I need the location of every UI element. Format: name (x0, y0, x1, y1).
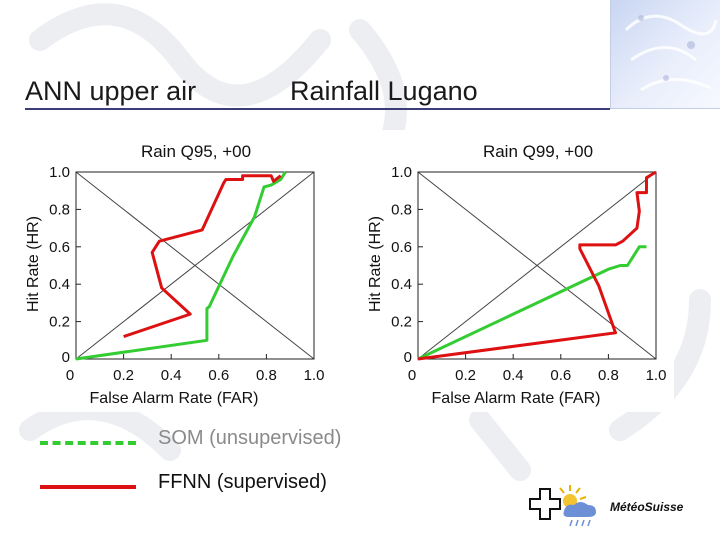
y-tick-label: 0.6 (49, 239, 70, 256)
diagonal-line (417, 171, 657, 360)
y-axis-label: Hit Rate (HR) (367, 216, 384, 312)
y-tick-label: 0.2 (49, 314, 70, 331)
x-tick-label: 0.4 (161, 367, 182, 384)
x-axis-label: False Alarm Rate (FAR) (432, 390, 601, 407)
x-axis-label: False Alarm Rate (FAR) (90, 390, 259, 407)
brand-name: MétéoSuisse (610, 500, 684, 514)
x-tick-label: 0.6 (208, 367, 229, 384)
x-tick-label: 0 (408, 367, 416, 384)
brand-logo: MétéoSuisse (518, 485, 708, 530)
series-line-som (417, 245, 647, 361)
series-line-ffnn (123, 174, 282, 338)
roc-chart-q95: Rain Q95, +00 0 0.2 0.4 0.6 0.8 1.0 0 0.2 0.4 0.6… (16, 130, 332, 412)
page-title-right: Rainfall Lugano (290, 76, 478, 106)
series-line-ffnn (417, 170, 657, 361)
header-logo-banner (610, 0, 720, 109)
x-tick-label: 0.4 (503, 367, 524, 384)
x-tick-label: 0.2 (455, 367, 476, 384)
y-tick-label: 0 (404, 349, 412, 366)
diagonal-line (75, 171, 315, 360)
legend-label: FFNN (supervised) (158, 471, 327, 493)
legend-swatch-solid (40, 485, 136, 489)
x-tick-label: 0.8 (598, 367, 619, 384)
x-tick-label: 0.6 (550, 367, 571, 384)
y-tick-label: 0.4 (49, 276, 70, 293)
y-tick-label: 0.8 (49, 201, 70, 218)
series-line-som (75, 171, 287, 361)
swiss-cross-sun-icon (529, 485, 596, 527)
y-tick-label: 0.4 (391, 276, 412, 293)
y-tick-label: 0.6 (391, 239, 412, 256)
chart-svg-q95: Rain Q95, +00 0 0.2 0.4 0.6 0.8 1.0 0 0.2 0.4 0.6… (25, 142, 325, 407)
page-title-left: ANN upper air (25, 76, 197, 106)
y-tick-label: 1.0 (391, 164, 412, 181)
x-tick-label: 1.0 (304, 367, 325, 384)
y-tick-label: 0.2 (391, 314, 412, 331)
y-axis-label: Hit Rate (HR) (25, 216, 42, 312)
y-tick-label: 0.8 (391, 201, 412, 218)
legend-swatch-dashed (40, 441, 136, 445)
title-underline (25, 108, 610, 110)
x-tick-label: 0 (66, 367, 74, 384)
x-tick-label: 0.8 (256, 367, 277, 384)
roc-chart-q99: Rain Q99, +00 0 0.2 0.4 0.6 0.8 1.0 0 0.2 0.4 0.6… (358, 130, 674, 412)
chart-title: Rain Q99, +00 (483, 142, 593, 161)
sky-swirl-icon (624, 14, 718, 92)
y-tick-label: 1.0 (49, 164, 70, 181)
x-tick-label: 1.0 (646, 367, 667, 384)
chart-svg-q99: Rain Q99, +00 0 0.2 0.4 0.6 0.8 1.0 0 0.2 0.4 0.6… (367, 142, 667, 407)
legend-label: SOM (unsupervised) (158, 427, 342, 449)
y-tick-label: 0 (62, 349, 70, 366)
chart-title: Rain Q95, +00 (141, 142, 251, 161)
x-tick-label: 0.2 (113, 367, 134, 384)
